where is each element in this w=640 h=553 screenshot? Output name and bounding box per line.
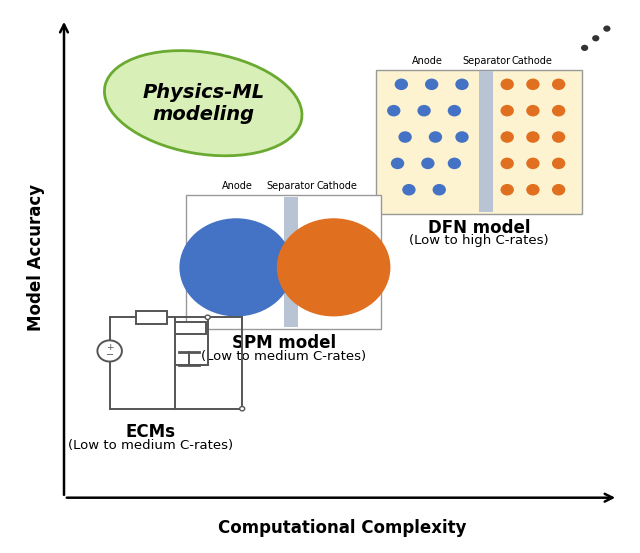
Circle shape [395, 79, 408, 90]
Circle shape [526, 105, 540, 117]
Text: −: − [106, 350, 114, 360]
Circle shape [500, 131, 514, 143]
Circle shape [421, 158, 435, 169]
Bar [175, 322, 206, 334]
Bar [479, 71, 493, 212]
Circle shape [239, 406, 244, 411]
Text: Computational Complexity: Computational Complexity [218, 519, 467, 538]
Circle shape [552, 158, 565, 169]
Text: (Low to medium C-rates): (Low to medium C-rates) [202, 349, 367, 363]
Text: Model Accuracy: Model Accuracy [27, 184, 45, 331]
Circle shape [500, 184, 514, 196]
Circle shape [433, 184, 446, 196]
Circle shape [205, 315, 210, 320]
Text: Anode: Anode [221, 181, 253, 191]
Circle shape [448, 158, 461, 169]
Circle shape [526, 131, 540, 143]
Circle shape [581, 45, 588, 51]
Circle shape [500, 105, 514, 117]
Text: Cathode: Cathode [316, 181, 357, 191]
Circle shape [399, 131, 412, 143]
Circle shape [277, 218, 390, 316]
Text: DFN model: DFN model [428, 218, 530, 237]
Circle shape [179, 218, 293, 316]
Circle shape [552, 184, 565, 196]
Circle shape [604, 25, 611, 32]
Text: (Low to medium C-rates): (Low to medium C-rates) [68, 439, 233, 451]
Text: SPM model: SPM model [232, 334, 336, 352]
Text: Separator: Separator [462, 56, 510, 66]
Circle shape [417, 105, 431, 117]
Bar [186, 195, 381, 330]
Circle shape [425, 79, 438, 90]
Text: (Low to high C-rates): (Low to high C-rates) [409, 234, 548, 247]
Circle shape [387, 105, 401, 117]
Circle shape [552, 79, 565, 90]
Text: Cathode: Cathode [512, 56, 553, 66]
Circle shape [526, 79, 540, 90]
Text: Anode: Anode [412, 56, 443, 66]
Circle shape [429, 131, 442, 143]
Circle shape [526, 158, 540, 169]
Circle shape [97, 341, 122, 362]
Circle shape [526, 184, 540, 196]
Circle shape [592, 35, 600, 41]
Ellipse shape [104, 50, 302, 156]
Text: Separator: Separator [267, 181, 315, 191]
Circle shape [552, 105, 565, 117]
Bar [136, 311, 167, 324]
Bar [376, 70, 582, 214]
Circle shape [455, 131, 468, 143]
Text: ECMs: ECMs [125, 423, 175, 441]
Circle shape [500, 79, 514, 90]
Circle shape [455, 79, 468, 90]
Circle shape [391, 158, 404, 169]
Circle shape [500, 158, 514, 169]
Bar [284, 196, 298, 327]
Text: +: + [106, 343, 113, 352]
Circle shape [552, 131, 565, 143]
Text: Physics-ML
modeling: Physics-ML modeling [142, 83, 264, 124]
Circle shape [448, 105, 461, 117]
Circle shape [402, 184, 415, 196]
